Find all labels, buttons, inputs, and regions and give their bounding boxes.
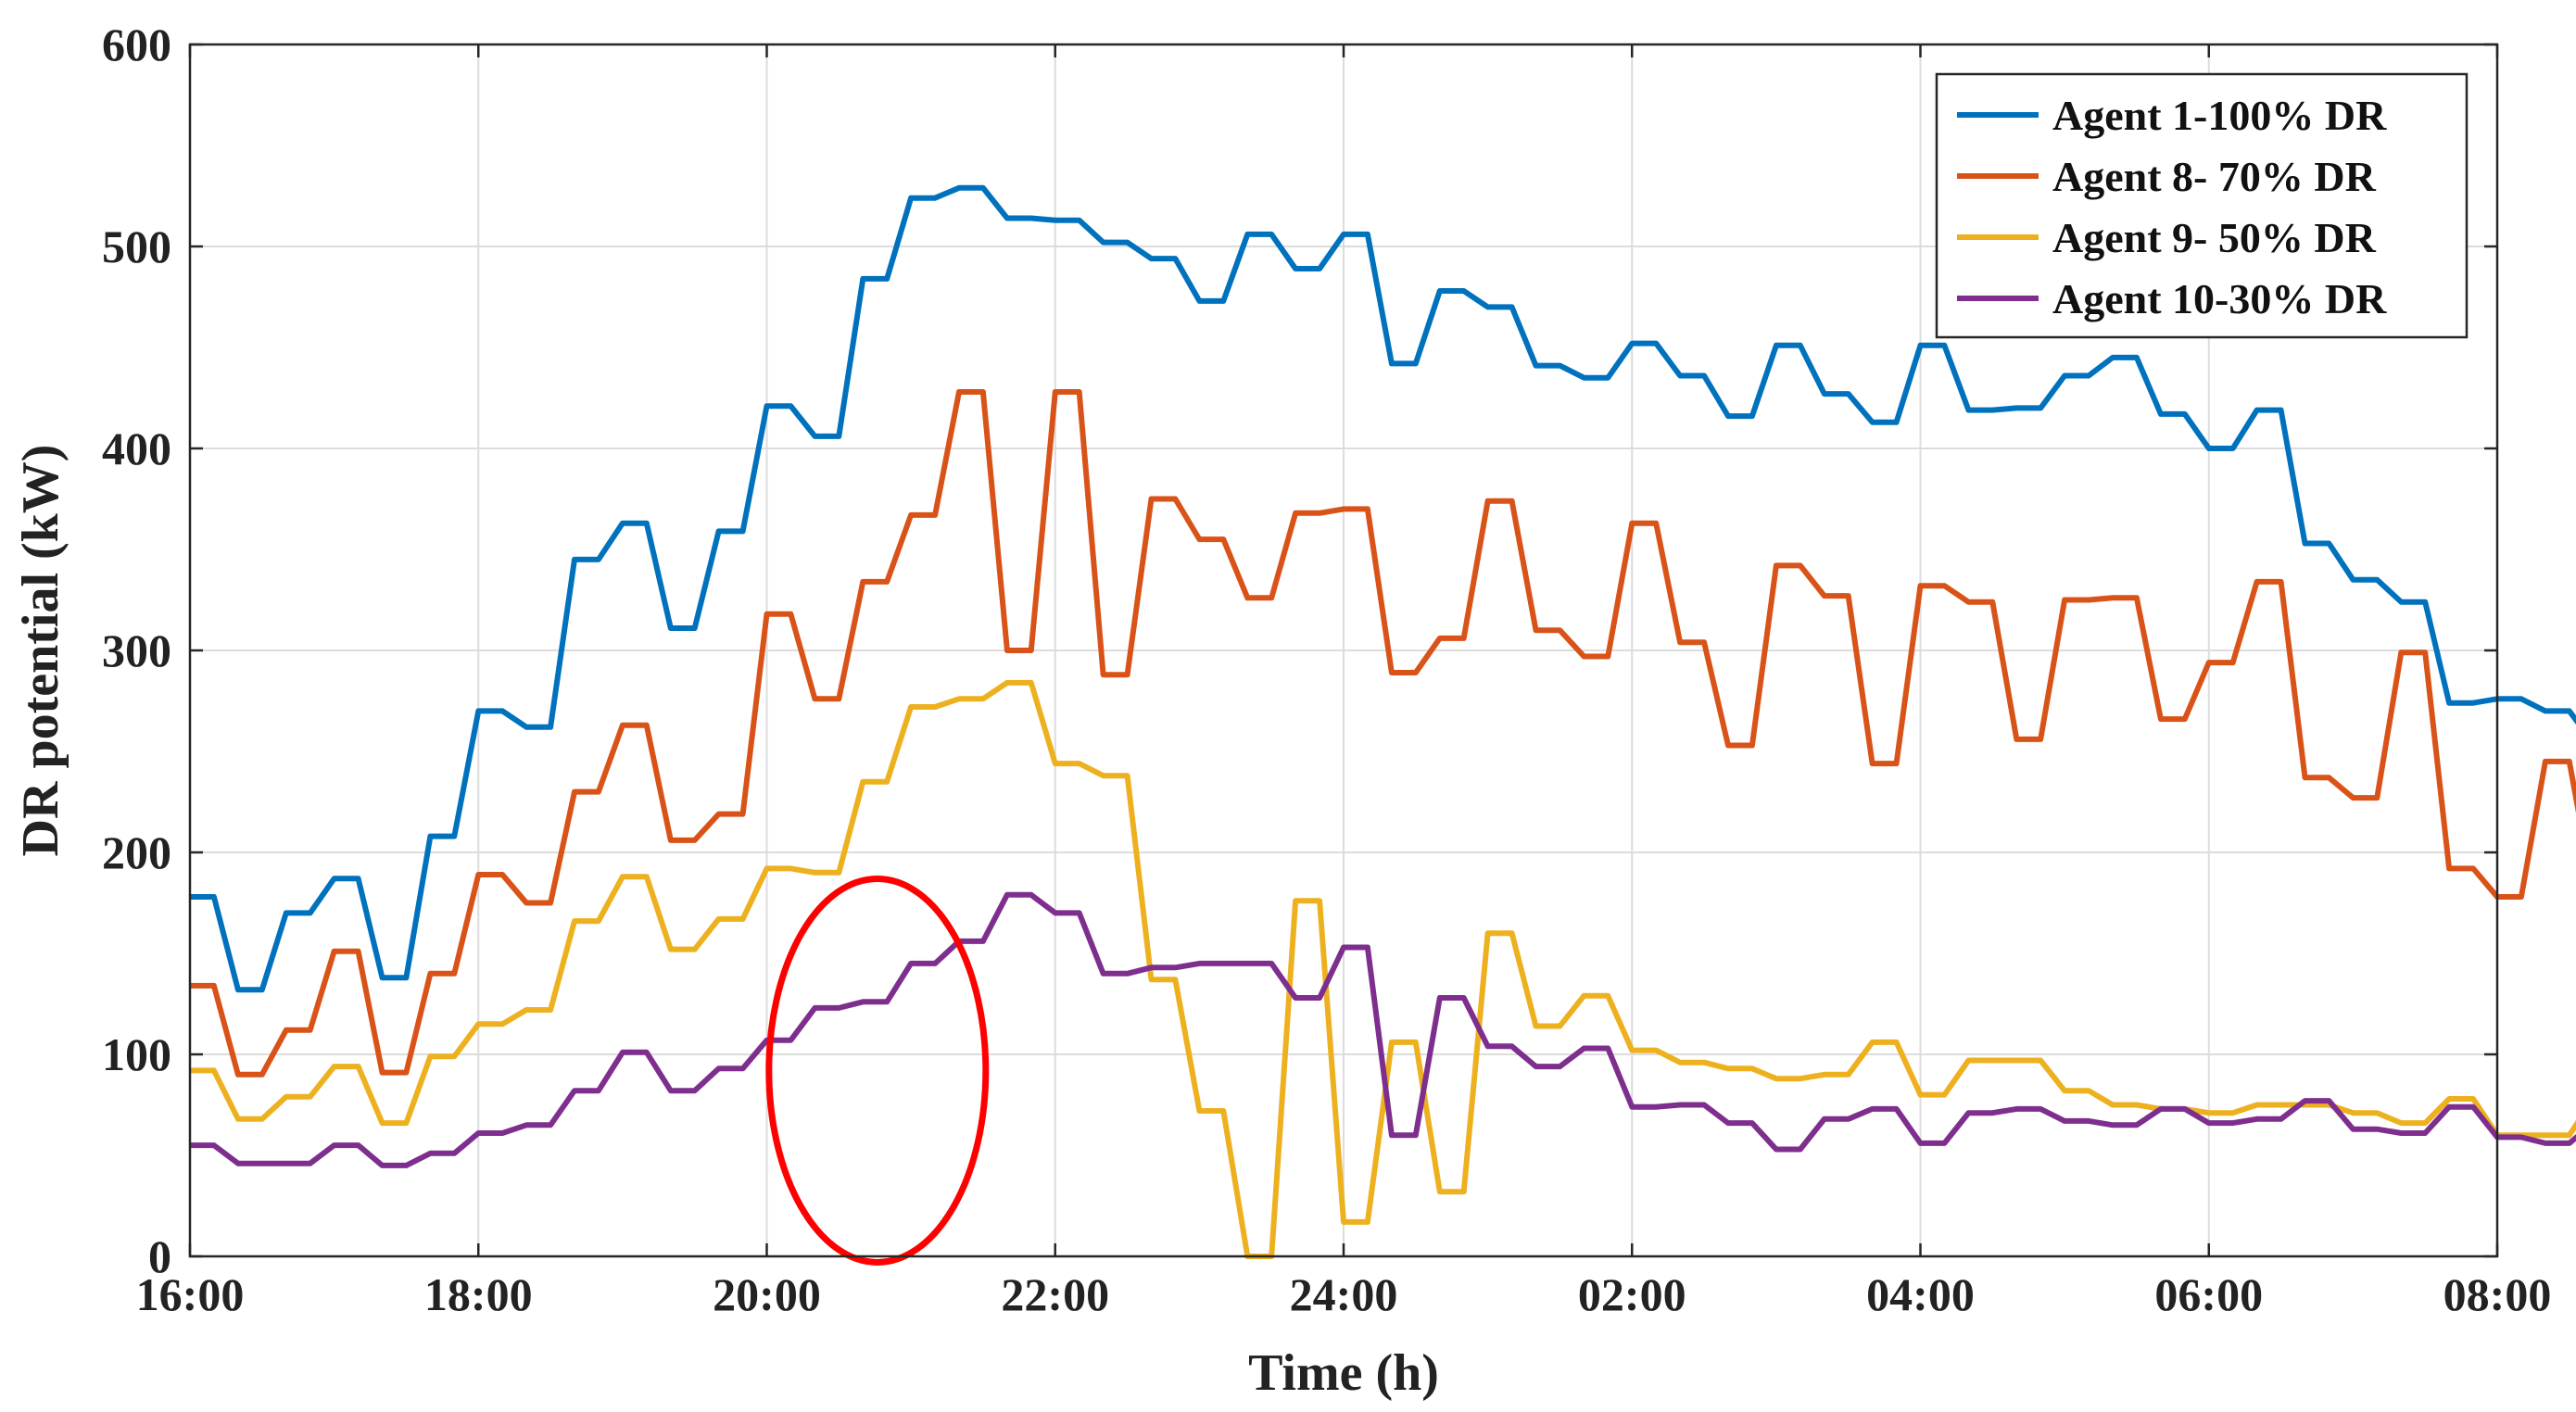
series-line-1 [190,184,2576,993]
x-tick-label: 20:00 [713,1268,821,1320]
y-axis-title: DR potential (kW) [12,445,69,857]
y-tick-label: 600 [102,19,171,70]
x-tick-label: 06:00 [2154,1268,2263,1320]
y-tick-label: 200 [102,826,171,878]
series-line-2 [190,389,2576,1078]
x-tick-label: 24:00 [1290,1268,1398,1320]
legend: Agent 1-100% DR Agent 8- 70% DR Agent 9- 5… [1935,72,2469,339]
legend-label-1: Agent 1-100% DR [2052,92,2387,139]
legend-box [1935,72,2469,339]
legend-label-2: Agent 8- 70% DR [2052,153,2377,200]
x-tick-label: 22:00 [1001,1268,1109,1320]
legend-label-3: Agent 9- 50% DR [2052,214,2377,261]
x-tick-label: 18:00 [424,1268,533,1320]
x-tick-label: 02:00 [1578,1268,1686,1320]
x-tick-label: 16:00 [136,1268,245,1320]
series-line-3 [190,679,2576,1259]
x-tick-label: 08:00 [2443,1268,2552,1320]
y-tick-label: 100 [102,1028,171,1080]
series-lines [190,184,2576,1259]
y-tick-label: 300 [102,624,171,676]
y-tick-label: 400 [102,422,171,474]
grid-lines [190,44,2497,1256]
x-tick-label: 04:00 [1866,1268,1975,1320]
annotations [765,875,990,1266]
series-line-4 [190,891,2576,1168]
highlight-ellipse [765,875,990,1266]
axes: 0 100 200 300 400 500 600 16:00 18:00 20:00 22:00 2… [12,19,2551,1402]
y-tick-label: 500 [102,221,171,272]
legend-label-4: Agent 10-30% DR [2052,275,2387,322]
y-tick-label: 0 [148,1230,171,1282]
x-axis-title: Time (h) [1248,1344,1439,1402]
